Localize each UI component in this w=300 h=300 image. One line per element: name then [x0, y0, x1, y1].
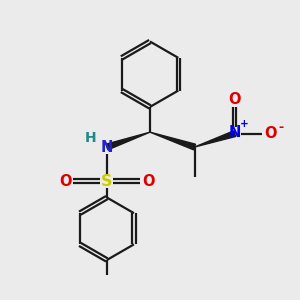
- Text: H: H: [85, 130, 96, 145]
- Polygon shape: [150, 132, 196, 150]
- Polygon shape: [195, 131, 236, 147]
- Text: N: N: [101, 140, 113, 154]
- Text: S: S: [101, 174, 113, 189]
- Text: O: O: [229, 92, 241, 107]
- Text: -: -: [278, 121, 283, 134]
- Text: +: +: [240, 119, 249, 129]
- Text: O: O: [142, 174, 155, 189]
- Text: O: O: [59, 174, 71, 189]
- Text: N: N: [229, 125, 241, 140]
- Text: O: O: [264, 126, 277, 141]
- Polygon shape: [106, 132, 150, 150]
